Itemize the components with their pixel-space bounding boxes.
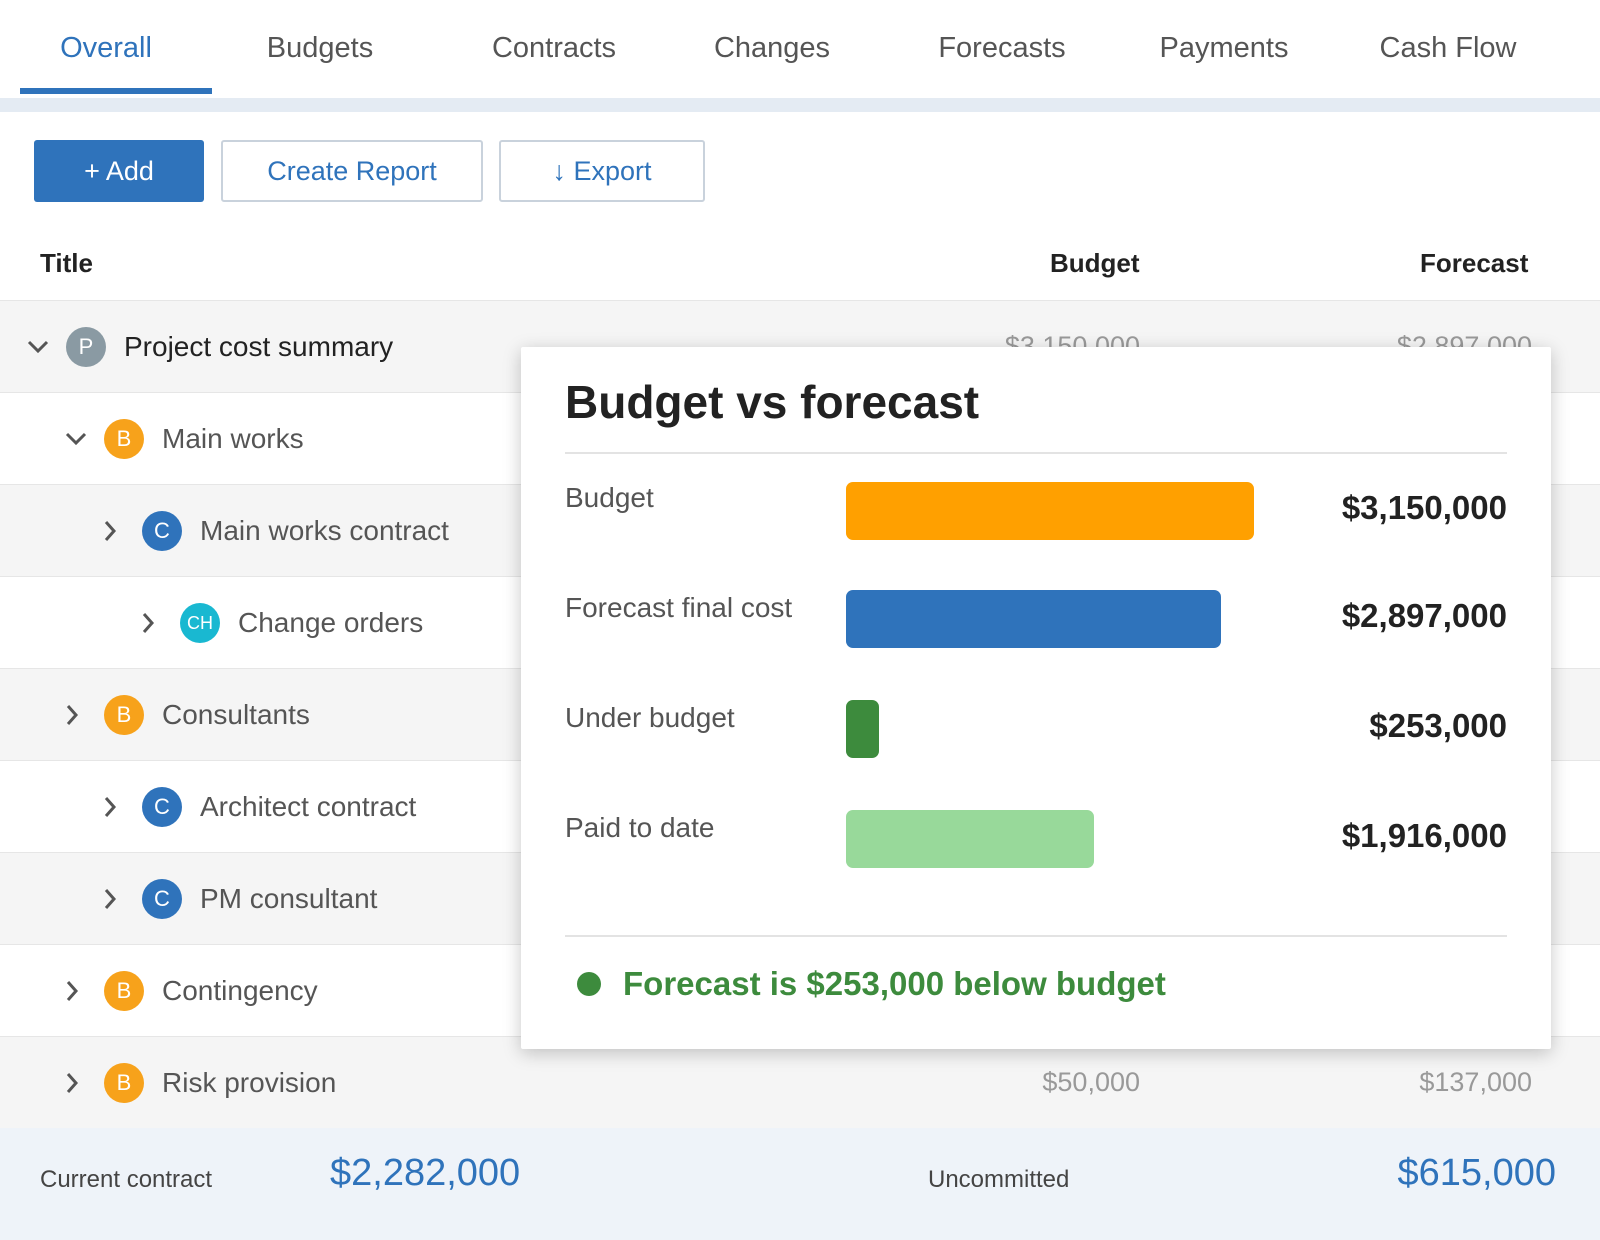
row-title: Architect contract — [200, 791, 417, 822]
avatar: B — [104, 419, 144, 459]
create-report-button[interactable]: Create Report — [221, 140, 483, 202]
avatar: C — [142, 787, 182, 827]
tab-budgets[interactable]: Budgets — [266, 31, 374, 64]
chevron-right-icon[interactable] — [60, 669, 84, 761]
row-title: PM consultant — [200, 883, 378, 914]
avatar: B — [104, 1063, 144, 1103]
tab-changes[interactable]: Changes — [713, 31, 831, 64]
under-budget-bar — [846, 700, 879, 758]
avatar: C — [142, 879, 182, 919]
row-title: Change orders — [238, 607, 424, 638]
budget-bar — [846, 482, 1254, 540]
row-title: Project cost summary — [124, 331, 394, 362]
active-tab-indicator — [20, 88, 212, 94]
tab-cash-flow[interactable]: Cash Flow — [1379, 31, 1517, 64]
popover-title: Budget vs forecast — [565, 376, 980, 428]
metric-value: $3,150,000 — [1341, 489, 1507, 526]
metric-label: Paid to date — [565, 812, 715, 843]
metric-value: $2,897,000 — [1341, 597, 1507, 634]
chevron-right-icon[interactable] — [98, 761, 122, 853]
metric-label: Under budget — [565, 702, 735, 733]
current-contract-value: $2,282,000 — [330, 1152, 521, 1194]
metric-value: $1,916,000 — [1341, 817, 1507, 854]
row-forecast: $137,000 — [1419, 1067, 1532, 1097]
add-button[interactable]: + Add — [34, 140, 204, 202]
avatar: B — [104, 695, 144, 735]
row-title: Consultants — [162, 699, 310, 730]
metric-value: $253,000 — [1369, 707, 1507, 744]
status-text: Forecast is $253,000 below budget — [623, 965, 1166, 1002]
row-title: Main works contract — [200, 515, 449, 546]
summary-footer: Current contract $2,282,000 Uncommitted … — [0, 1128, 1600, 1240]
chevron-right-icon[interactable] — [60, 945, 84, 1037]
tab-contracts[interactable]: Contracts — [491, 31, 617, 64]
row-title: Main works — [162, 423, 304, 454]
column-header-title[interactable]: Title — [40, 248, 93, 278]
column-header-budget[interactable]: Budget — [1050, 248, 1140, 278]
paid-to-date-bar — [846, 810, 1094, 868]
uncommitted-label: Uncommitted — [928, 1166, 1070, 1193]
forecast-status: Forecast is $253,000 below budget — [577, 965, 1166, 1003]
metric-label: Forecast final cost — [565, 592, 793, 623]
chevron-right-icon[interactable] — [60, 1037, 84, 1129]
chevron-right-icon[interactable] — [136, 577, 160, 669]
chevron-right-icon[interactable] — [98, 853, 122, 945]
export-button[interactable]: ↓ Export — [499, 140, 705, 202]
budget-vs-forecast-popover: Budget vs forecast Budget $3,150,000 For… — [521, 347, 1551, 1049]
status-dot-icon — [577, 972, 601, 996]
avatar: CH — [180, 603, 220, 643]
column-header-forecast[interactable]: Forecast — [1420, 248, 1529, 278]
row-budget: $50,000 — [1042, 1067, 1140, 1097]
tab-payments[interactable]: Payments — [1159, 31, 1289, 64]
divider — [565, 452, 1507, 454]
tab-forecasts[interactable]: Forecasts — [938, 31, 1066, 64]
row-title: Contingency — [162, 975, 318, 1006]
table-row[interactable]: B Risk provision $50,000 $137,000 — [0, 1036, 1600, 1128]
row-title: Risk provision — [162, 1067, 337, 1098]
tab-bar: Overall Budgets Contracts Changes Foreca… — [0, 0, 1600, 98]
chevron-down-icon[interactable] — [26, 301, 50, 393]
tab-divider — [0, 98, 1600, 112]
chevron-right-icon[interactable] — [98, 485, 122, 577]
tab-overall[interactable]: Overall — [60, 31, 152, 64]
metric-label: Budget — [565, 482, 654, 513]
uncommitted-value: $615,000 — [1397, 1152, 1557, 1194]
avatar: B — [104, 971, 144, 1011]
avatar: C — [142, 511, 182, 551]
current-contract-label: Current contract — [40, 1166, 213, 1193]
chevron-down-icon[interactable] — [64, 393, 88, 485]
divider — [565, 935, 1507, 937]
forecast-final-cost-bar — [846, 590, 1221, 648]
avatar: P — [66, 327, 106, 367]
